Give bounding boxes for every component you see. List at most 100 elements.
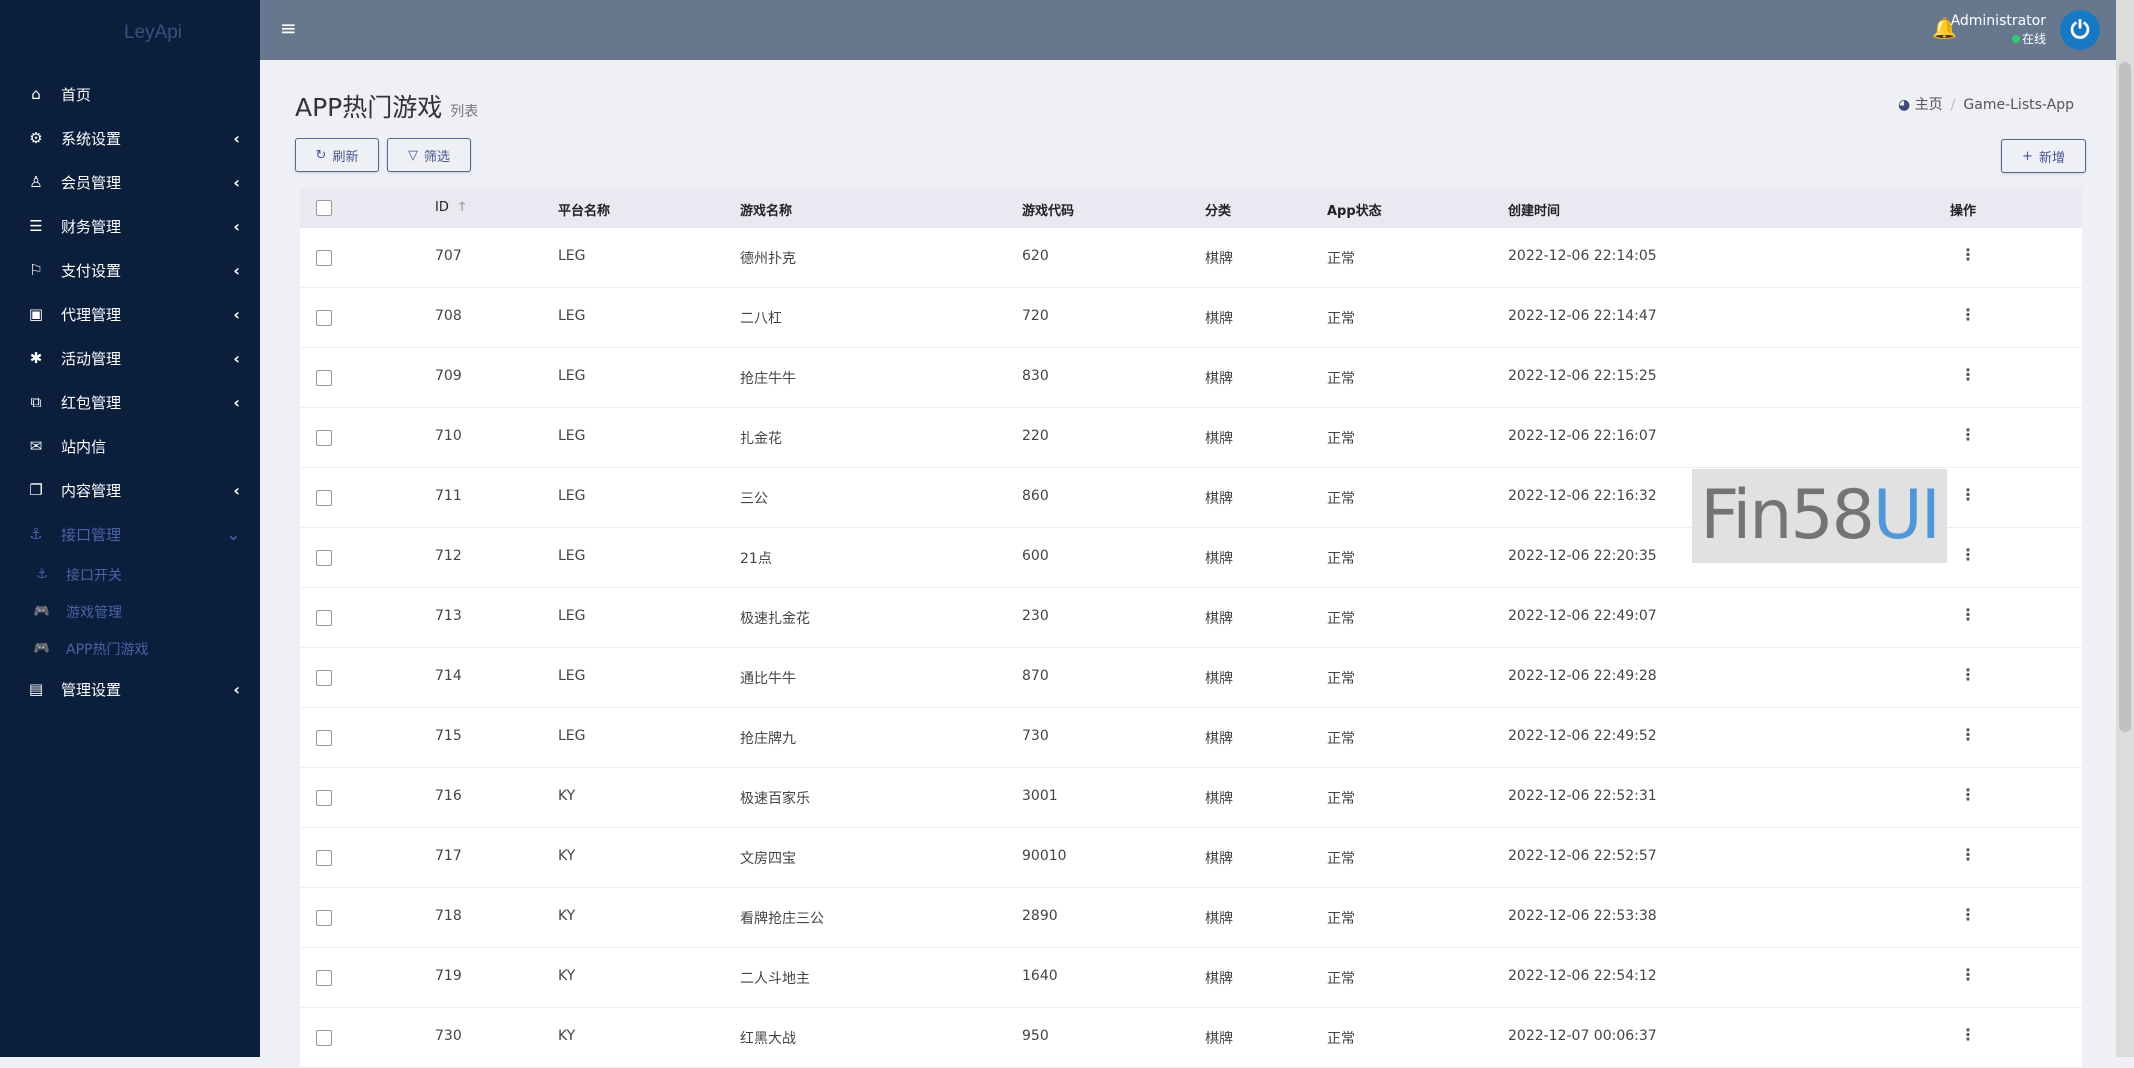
table-cell: 文房四宝	[740, 851, 796, 867]
row-checkbox[interactable]	[316, 730, 332, 746]
scrollbar-thumb[interactable]	[2119, 62, 2131, 732]
table-cell: 2022-12-06 22:49:28	[1508, 668, 1657, 684]
row-checkbox[interactable]	[316, 430, 332, 446]
sidebar-item[interactable]: ✱ 活动管理 ‹	[0, 336, 260, 380]
sidebar-item[interactable]: ⚓ 接口管理 ⌄	[0, 512, 260, 556]
sidebar-item[interactable]: ❐ 内容管理 ‹	[0, 468, 260, 512]
more-actions-icon[interactable]: ⋮	[1960, 305, 1976, 324]
sidebar-nav: ⌂ 首页 ⚙ 系统设置 ‹ ♙ 会员管理 ‹ ☰ 财务管理 ‹ ⚐ 支付设置 ‹ ▣ 代理管理 ‹ ✱ 活动管理 ‹ ⧉…	[0, 72, 260, 711]
table-cell: 三公	[740, 491, 768, 507]
filter-button[interactable]: ▽ 筛选	[387, 138, 471, 172]
online-dot-icon	[2011, 35, 2020, 43]
refresh-button[interactable]: ↻ 刷新	[295, 138, 379, 172]
sidebar-item[interactable]: ☰ 财务管理 ‹	[0, 204, 260, 248]
table-cell: 二人斗地主	[740, 971, 810, 987]
more-actions-icon[interactable]: ⋮	[1960, 665, 1976, 684]
menu-toggle-icon[interactable]: ≡	[280, 16, 297, 40]
table-cell: KY	[558, 848, 576, 864]
more-actions-icon[interactable]: ⋮	[1960, 605, 1976, 624]
refresh-icon: ↻	[315, 147, 327, 163]
sidebar-item[interactable]: ✉ 站内信	[0, 424, 260, 468]
table-cell: 棋牌	[1205, 911, 1233, 927]
sidebar-item-icon: ☰	[29, 217, 43, 235]
row-checkbox[interactable]	[316, 910, 332, 926]
table-cell: LEG	[558, 308, 586, 324]
row-checkbox[interactable]	[316, 490, 332, 506]
sidebar-item[interactable]: ♙ 会员管理 ‹	[0, 160, 260, 204]
chevron-icon: ⌄	[226, 524, 240, 544]
sidebar-item-icon: ▣	[28, 305, 44, 323]
row-checkbox[interactable]	[316, 310, 332, 326]
more-actions-icon[interactable]: ⋮	[1960, 845, 1976, 864]
table-cell: 730	[1022, 728, 1049, 744]
watermark-logo: Fin58UI	[1692, 469, 1947, 563]
sidebar-subitem[interactable]: ⚓ 接口开关	[0, 556, 260, 593]
table-cell: 正常	[1327, 611, 1355, 627]
more-actions-icon[interactable]: ⋮	[1960, 545, 1976, 564]
sidebar-item-icon: ⚙	[29, 129, 43, 147]
bell-icon[interactable]: 🔔	[1932, 16, 1957, 40]
sidebar-item[interactable]: ⧉ 红包管理 ‹	[0, 380, 260, 424]
scrollbar[interactable]	[2116, 0, 2134, 1057]
add-button[interactable]: + 新增	[2001, 139, 2086, 173]
sidebar-item-label: 代理管理	[61, 305, 122, 324]
column-header: 分类	[1205, 204, 1232, 219]
more-actions-icon[interactable]: ⋮	[1960, 245, 1976, 264]
more-actions-icon[interactable]: ⋮	[1960, 1025, 1976, 1044]
sidebar-subitem[interactable]: 🎮 游戏管理	[0, 593, 260, 630]
page-title-text: APP热门游戏	[295, 93, 443, 122]
table-cell: 通比牛牛	[740, 671, 796, 687]
table-cell: 2022-12-06 22:54:12	[1508, 968, 1657, 984]
avatar[interactable]: ⏻	[2060, 10, 2100, 50]
table-cell: 抢庄牛牛	[740, 371, 796, 387]
table-cell: LEG	[558, 548, 586, 564]
row-checkbox[interactable]	[316, 250, 332, 266]
table-cell: 720	[1022, 308, 1049, 324]
row-checkbox[interactable]	[316, 670, 332, 686]
table-cell: LEG	[558, 608, 586, 624]
more-actions-icon[interactable]: ⋮	[1960, 965, 1976, 984]
sidebar-item[interactable]: ▤ 管理设置 ‹	[0, 667, 260, 711]
table-cell: 红黑大战	[740, 1031, 796, 1047]
sidebar-item[interactable]: ⚙ 系统设置 ‹	[0, 116, 260, 160]
sidebar-item[interactable]: ▣ 代理管理 ‹	[0, 292, 260, 336]
user-name: Administrator	[1950, 13, 2046, 29]
row-checkbox[interactable]	[316, 1030, 332, 1046]
more-actions-icon[interactable]: ⋮	[1960, 725, 1976, 744]
table-cell: 棋牌	[1205, 791, 1233, 807]
sidebar-subitem-icon: ⚓	[36, 567, 48, 582]
table-row: 710 LEG 扎金花 220 棋牌 正常 2022-12-06 22:16:07 ⋮	[300, 408, 2082, 468]
table-header: ID ↑ 平台名称 游戏名称 游戏代码 分类 App状态 创建时间 操作	[300, 188, 2082, 228]
table-row: 712 LEG 21点 600 棋牌 正常 2022-12-06 22:20:35 ⋮	[300, 528, 2082, 588]
user-status: 在线	[2021, 32, 2046, 46]
sidebar-item[interactable]: ⚐ 支付设置 ‹	[0, 248, 260, 292]
more-actions-icon[interactable]: ⋮	[1960, 485, 1976, 504]
more-actions-icon[interactable]: ⋮	[1960, 365, 1976, 384]
breadcrumb-home[interactable]: 主页	[1914, 97, 1943, 113]
table-cell: 扎金花	[740, 431, 782, 447]
table-cell: 707	[435, 248, 462, 264]
sidebar-subitem[interactable]: 🎮 APP热门游戏	[0, 630, 260, 667]
row-checkbox[interactable]	[316, 790, 332, 806]
row-checkbox[interactable]	[316, 550, 332, 566]
chevron-icon: ‹	[233, 392, 240, 412]
sidebar-item-icon: ✉	[29, 437, 43, 455]
sidebar-subitem-label: 接口开关	[66, 567, 122, 584]
more-actions-icon[interactable]: ⋮	[1960, 785, 1976, 804]
row-checkbox[interactable]	[316, 370, 332, 386]
more-actions-icon[interactable]: ⋮	[1960, 905, 1976, 924]
sidebar-item[interactable]: ⌂ 首页	[0, 72, 260, 116]
table-cell: LEG	[558, 728, 586, 744]
table-cell: LEG	[558, 248, 586, 264]
row-checkbox[interactable]	[316, 850, 332, 866]
more-actions-icon[interactable]: ⋮	[1960, 425, 1976, 444]
table-cell: KY	[558, 788, 576, 804]
user-info[interactable]: Administrator 在线	[1951, 12, 2046, 48]
select-all-checkbox[interactable]	[316, 200, 332, 216]
sidebar-item-label: 支付设置	[61, 261, 122, 280]
filter-label: 筛选	[423, 149, 450, 165]
column-header-id[interactable]: ID ↑	[435, 200, 468, 215]
row-checkbox[interactable]	[316, 610, 332, 626]
table-cell: 正常	[1327, 491, 1355, 507]
row-checkbox[interactable]	[316, 970, 332, 986]
